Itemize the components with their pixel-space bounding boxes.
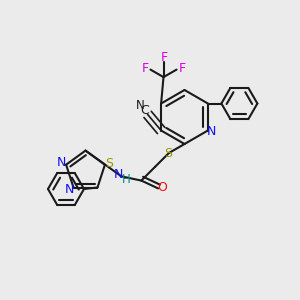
Text: N: N — [136, 99, 145, 112]
Text: H: H — [122, 173, 130, 186]
Text: F: F — [142, 62, 148, 76]
Text: N: N — [114, 168, 123, 181]
Text: N: N — [207, 125, 217, 138]
Text: N: N — [65, 183, 75, 196]
Text: S: S — [105, 157, 113, 170]
Text: N: N — [57, 156, 66, 170]
Text: F: F — [160, 51, 167, 64]
Text: S: S — [164, 147, 172, 161]
Text: C: C — [140, 104, 149, 117]
Text: F: F — [178, 62, 185, 76]
Text: O: O — [158, 181, 167, 194]
